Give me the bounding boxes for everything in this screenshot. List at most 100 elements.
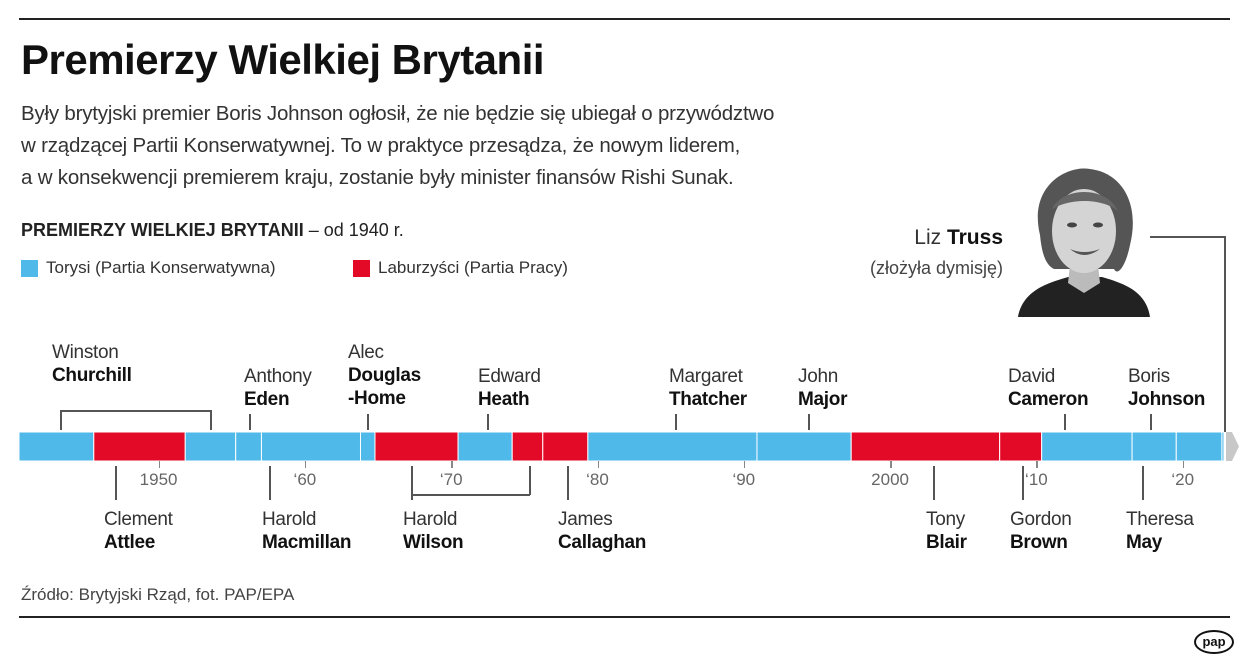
timeline-bar [18,432,1239,462]
pm-last: Cameron [1008,389,1089,410]
tick-label: ‘60 [293,470,317,489]
tick-label: ‘90 [732,470,756,489]
term-segment-tory [260,432,361,462]
tick-label: 1950 [139,470,178,489]
pm-first: Boris [1128,366,1170,387]
brown-tick [1022,466,1024,500]
pm-label-wilson: Harold Wilson [403,508,464,554]
wilson-tick-2 [529,466,531,495]
pm-last: May [1126,532,1163,553]
lead-line-2: w rządzącej Partii Konserwatywnej. To w … [21,134,741,157]
truss-leader-v [1224,236,1226,432]
timeline-arrow [1225,432,1239,461]
pm-label-johnson: Boris Johnson [1128,365,1205,411]
term-segment-labour [374,432,459,462]
featured-note: (złożyła dymisję) [869,258,1003,278]
churchill-bracket [60,410,211,412]
pm-label-may: Theresa May [1126,508,1194,554]
term-segment-tory [756,432,852,462]
pm-label-eden: Anthony Eden [244,365,312,411]
term-segment-tory [1175,432,1223,462]
pm-first: Theresa [1126,509,1194,530]
featured-first: Liz [914,226,942,249]
douglas-home-tick [367,414,369,430]
may-tick [1142,466,1144,500]
tick-mark [1036,461,1038,468]
pm-last: Eden [244,389,290,410]
pm-label-callaghan: James Callaghan [558,508,646,554]
tick-label: ‘80 [586,470,609,489]
churchill-tick [60,410,62,430]
term-segment-tory [1041,432,1133,462]
eden-tick [249,414,251,430]
truss-leader-h [1150,236,1225,238]
legend-item-tory: Torysi (Partia Konserwatywna) [21,258,276,278]
term-segment-labour [511,432,544,462]
term-segment-tory [457,432,513,462]
pm-first: Anthony [244,366,312,387]
tick-mark [304,461,307,468]
pm-last: Major [798,389,848,410]
bottom-rule [19,616,1230,618]
major-tick [808,414,810,430]
term-segment-tory [1221,432,1225,462]
pm-last: Johnson [1128,389,1206,410]
pm-first: Harold [262,509,317,530]
lead-line-3: a w konsekwencji premierem kraju, zostan… [21,166,734,189]
portrait-photo [1018,168,1150,317]
pm-last: Blair [926,532,967,553]
legend-label: Torysi (Partia Konserwatywna) [46,258,276,277]
pm-last: Brown [1010,532,1068,553]
pm-first: Winston [52,342,119,363]
thatcher-tick [675,414,677,430]
pm-first: Clement [104,509,173,530]
pm-last: Wilson [403,532,464,553]
term-segment-labour [850,432,1001,462]
tick-mark [890,461,892,468]
tick-label: ‘70 [439,470,463,489]
pm-label-macmillan: Harold Macmillan [262,508,351,554]
tick-mark [158,461,161,468]
johnson-tick [1150,414,1152,430]
chart-subtitle: PREMIERZY WIELKIEJ BRYTANII – od 1940 r. [21,220,404,241]
wilson-tick [411,466,413,500]
featured-name: Liz Truss [914,226,1003,250]
pm-first: Margaret [669,366,743,387]
term-segment-labour [542,432,589,462]
pm-first: Edward [478,366,541,387]
pm-first: Alec [348,342,384,363]
heath-tick [487,414,489,430]
attlee-tick [115,466,117,500]
macmillan-tick [269,466,271,500]
pm-label-heath: Edward Heath [478,365,541,411]
pap-logo: pap [1194,630,1234,654]
term-segment-tory [1131,432,1177,462]
pm-first: Gordon [1010,509,1072,530]
term-segment-labour [999,432,1043,462]
blair-tick [933,466,935,500]
pm-last: Douglas -Home [348,365,421,409]
churchill-tick-2 [210,410,212,430]
lead-line-1: Były brytyjski premier Boris Johnson ogł… [21,102,775,125]
pm-label-attlee: Clement Attlee [104,508,173,554]
pm-first: James [558,509,613,530]
subtitle-rest: – od 1940 r. [303,220,404,240]
term-segment-labour [93,432,186,462]
pm-first: Harold [403,509,458,530]
tick-mark [743,461,746,468]
pm-label-thatcher: Margaret Thatcher [669,365,747,411]
tick-mark [597,461,599,468]
tick-label: ‘20 [1171,470,1195,489]
legend-item-labour: Laburzyści (Partia Pracy) [353,258,568,278]
pm-last: Callaghan [558,532,647,553]
pm-label-churchill: Winston Churchill [52,341,132,387]
term-segment-tory [18,432,95,462]
pm-first: David [1008,366,1056,387]
term-segment-tory [587,432,758,462]
callaghan-tick [567,466,569,500]
tick-mark [451,461,453,468]
tick-label: 2000 [871,470,910,489]
pm-last: Churchill [52,365,132,386]
cameron-tick [1064,414,1066,430]
tick-label: ‘10 [1025,470,1048,489]
